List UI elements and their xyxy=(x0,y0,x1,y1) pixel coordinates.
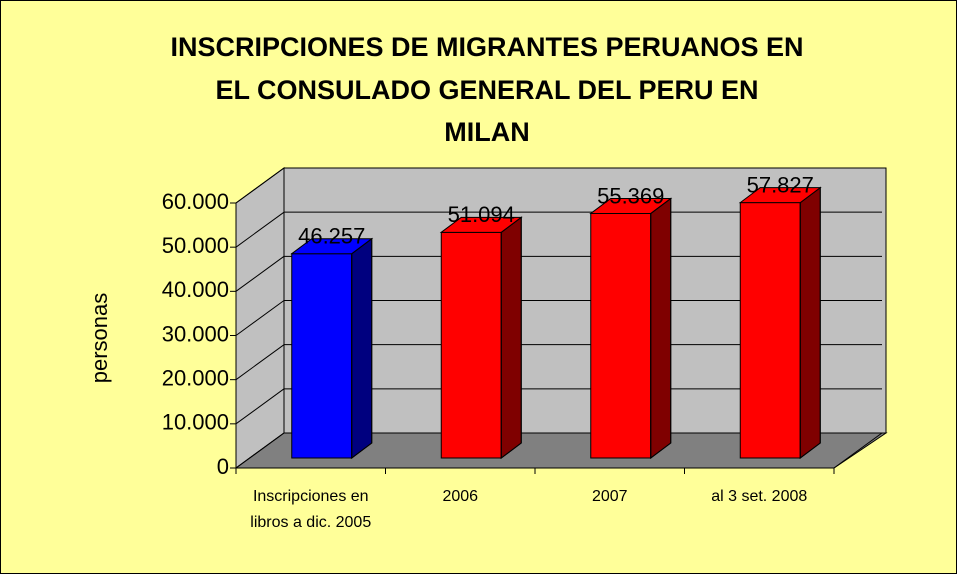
x-tick-label: Inscripciones en libros a dic. 2005 xyxy=(250,488,372,531)
x-tick-label: 2006 xyxy=(442,488,479,505)
y-axis-label: personas xyxy=(87,293,112,384)
y-tick-label: 50.000 xyxy=(162,233,229,258)
y-tick-label: 10.000 xyxy=(162,410,229,435)
x-axis xyxy=(833,432,883,469)
grid-line xyxy=(235,300,285,336)
grid-line xyxy=(235,167,285,204)
bar-top xyxy=(589,197,673,214)
bar xyxy=(739,202,801,459)
y-tick-label: 40.000 xyxy=(162,277,229,302)
bar-top xyxy=(738,187,822,204)
bar xyxy=(440,231,502,459)
grid-line xyxy=(235,432,285,469)
data-label: 57.827 xyxy=(747,172,814,197)
grid-line xyxy=(235,388,285,425)
chart-title: MILAN xyxy=(444,117,529,147)
data-label: 55.369 xyxy=(597,183,664,208)
data-label: 46.257 xyxy=(298,224,365,249)
bar xyxy=(291,253,353,459)
bar-side-shade xyxy=(500,216,522,459)
x-tick-label: 2007 xyxy=(591,488,628,505)
bar xyxy=(590,212,652,459)
bar-side-shade xyxy=(799,186,821,459)
grid-line xyxy=(235,344,285,381)
chart-title: INSCRIPCIONES DE MIGRANTES PERUANOS EN xyxy=(170,32,803,62)
x-tick-label: al 3 set. 2008 xyxy=(711,488,808,505)
bar-side-shade xyxy=(650,197,672,459)
grid-line xyxy=(235,211,285,248)
bar-side-shade xyxy=(351,237,373,459)
y-tick-label: 30.000 xyxy=(162,321,229,346)
bar-top xyxy=(439,216,523,233)
data-label: 51.094 xyxy=(448,202,515,227)
chart-title: EL CONSULADO GENERAL DEL PERU EN xyxy=(215,75,758,105)
bar-top xyxy=(290,238,374,255)
y-tick-label: 0 xyxy=(217,454,229,479)
y-tick-label: 20.000 xyxy=(162,365,229,390)
grid-line xyxy=(235,255,285,292)
y-tick-label: 60.000 xyxy=(162,189,229,214)
